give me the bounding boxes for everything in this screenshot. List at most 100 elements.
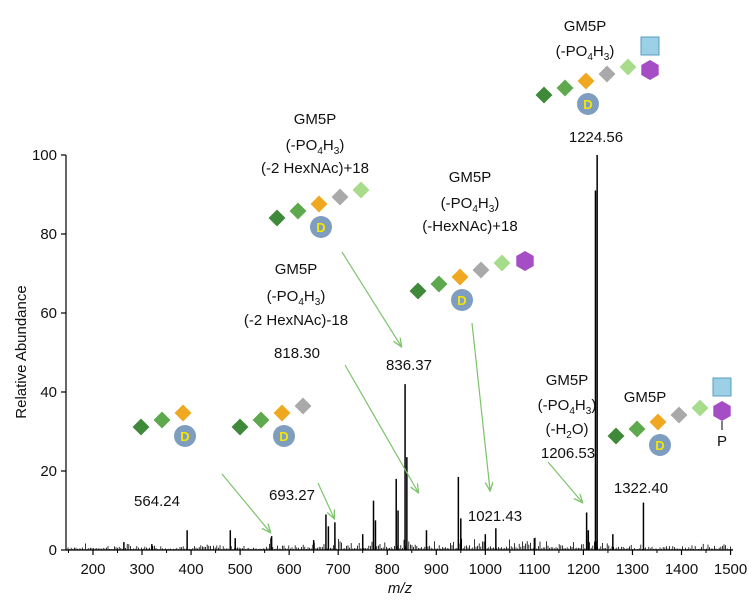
arrows bbox=[221, 251, 582, 532]
y-tick-label: 80 bbox=[40, 226, 57, 243]
y-tick-label: 40 bbox=[40, 384, 57, 401]
annotation-2hexnac-plus18: GM5P (-PO4H3) (-2 HexNAc)+18 bbox=[261, 111, 369, 177]
y-tick-label: 60 bbox=[40, 305, 57, 322]
peaks bbox=[123, 155, 645, 550]
peak-label-1224: 1224.56 bbox=[569, 129, 623, 146]
mannose-diamond bbox=[251, 410, 271, 430]
domain-letter: D bbox=[316, 220, 325, 235]
hexose-hexagon bbox=[713, 401, 731, 421]
svg-text:GM5P: GM5P bbox=[546, 372, 589, 389]
annotation-base-peak: GM5P (-PO4H3) bbox=[556, 18, 615, 63]
annotation-water-loss: GM5P (-PO4H3) (-H2O) bbox=[538, 372, 597, 441]
light-green-diamond bbox=[690, 398, 710, 418]
x-ticks: 200 300 400 500 600 700 800 900 1000 1100 1200 1300… bbox=[67, 550, 747, 578]
y-ticks: 0 20 40 60 80 100 bbox=[32, 147, 66, 559]
domain-letter: D bbox=[655, 438, 664, 453]
svg-text:(-H2O): (-H2O) bbox=[545, 421, 588, 441]
orange-diamond bbox=[272, 403, 292, 423]
x-tick-label: 1000 bbox=[469, 561, 502, 578]
annotation-hexnac-plus18: GM5P (-PO4H3) (-HexNAc)+18 bbox=[422, 169, 517, 235]
mannose-diamond bbox=[230, 417, 250, 437]
svg-text:(-PO4H3): (-PO4H3) bbox=[556, 43, 615, 63]
x-tick-label: 400 bbox=[179, 561, 204, 578]
svg-text:GM5P: GM5P bbox=[449, 169, 492, 186]
svg-text:(-HexNAc)+18: (-HexNAc)+18 bbox=[422, 218, 517, 235]
annotation-intact: GM5P bbox=[624, 389, 667, 406]
x-tick-label: 1300 bbox=[616, 561, 649, 578]
x-tick-label: 1100 bbox=[518, 561, 550, 578]
peak-label-836: 836.37 bbox=[386, 357, 432, 374]
svg-text:(-2 HexNAc)-18: (-2 HexNAc)-18 bbox=[244, 312, 348, 329]
x-tick-label: 1200 bbox=[567, 561, 600, 578]
y-tick-label: 20 bbox=[40, 463, 57, 480]
mannose-diamond bbox=[429, 274, 449, 294]
orange-diamond bbox=[173, 403, 193, 423]
light-green-diamond bbox=[492, 253, 512, 273]
svg-text:GM5P: GM5P bbox=[294, 111, 337, 128]
arrow-836 bbox=[341, 251, 401, 346]
x-tick-label: 800 bbox=[375, 561, 400, 578]
mannose-diamond bbox=[131, 417, 151, 437]
svg-text:(-PO4H3): (-PO4H3) bbox=[286, 137, 345, 157]
mannose-diamond bbox=[408, 281, 428, 301]
gray-diamond bbox=[597, 64, 617, 84]
peak-label-1322: 1322.40 bbox=[614, 480, 668, 497]
peak-label-1206: 1206.53 bbox=[541, 445, 595, 462]
mannose-diamond bbox=[288, 201, 308, 221]
x-tick-label: 1400 bbox=[665, 561, 698, 578]
svg-text:GM5P: GM5P bbox=[624, 389, 667, 406]
peak-label-818: 818.30 bbox=[274, 345, 320, 362]
arrow-564 bbox=[221, 473, 270, 532]
gray-diamond bbox=[669, 405, 689, 425]
svg-text:(-PO4H3): (-PO4H3) bbox=[441, 195, 500, 215]
domain-letter: D bbox=[457, 293, 466, 308]
orange-diamond bbox=[648, 412, 668, 432]
gray-diamond bbox=[330, 187, 350, 207]
svg-text:GM5P: GM5P bbox=[275, 261, 318, 278]
glycan-structures: D D D D D D P bbox=[131, 36, 732, 456]
x-tick-label: 1500 bbox=[714, 561, 747, 578]
arrow-1206 bbox=[547, 461, 582, 502]
gray-diamond bbox=[293, 396, 313, 416]
x-tick-label: 700 bbox=[326, 561, 351, 578]
svg-text:(-PO4H3): (-PO4H3) bbox=[538, 397, 597, 417]
svg-text:(-PO4H3): (-PO4H3) bbox=[267, 288, 326, 308]
domain-circle bbox=[451, 289, 473, 311]
baseline-noise bbox=[67, 537, 733, 550]
x-tick-label: 900 bbox=[424, 561, 449, 578]
domain-letter: D bbox=[180, 429, 189, 444]
arrow-1021 bbox=[471, 322, 490, 490]
hexnac-square bbox=[640, 36, 660, 56]
light-green-diamond bbox=[618, 57, 638, 77]
hexnac-square bbox=[712, 377, 732, 397]
arrow-818 bbox=[344, 364, 418, 492]
orange-diamond bbox=[576, 71, 596, 91]
peak-label-693: 693.27 bbox=[269, 487, 315, 504]
svg-text:(-2 HexNAc)+18: (-2 HexNAc)+18 bbox=[261, 160, 369, 177]
y-axis-label: Relative Abundance bbox=[13, 285, 30, 418]
orange-diamond bbox=[450, 267, 470, 287]
mannose-diamond bbox=[267, 208, 287, 228]
mannose-diamond bbox=[555, 78, 575, 98]
light-green-diamond bbox=[351, 180, 371, 200]
domain-letter: D bbox=[583, 97, 592, 112]
peak-label-564: 564.24 bbox=[134, 493, 180, 510]
mannose-diamond bbox=[627, 419, 647, 439]
x-tick-label: 500 bbox=[228, 561, 253, 578]
y-tick-label: 100 bbox=[32, 147, 57, 164]
orange-diamond bbox=[309, 194, 329, 214]
x-tick-label: 600 bbox=[277, 561, 302, 578]
domain-circle bbox=[577, 93, 599, 115]
domain-letter: D bbox=[279, 429, 288, 444]
phosphate-label: P bbox=[717, 433, 727, 450]
domain-circle bbox=[649, 434, 671, 456]
mannose-diamond bbox=[152, 410, 172, 430]
hexose-hexagon bbox=[516, 251, 534, 271]
x-axis-label: m/z bbox=[388, 580, 413, 597]
svg-text:GM5P: GM5P bbox=[564, 18, 607, 35]
mannose-diamond bbox=[534, 85, 554, 105]
domain-circle bbox=[273, 425, 295, 447]
arrow-693 bbox=[317, 482, 334, 518]
mannose-diamond bbox=[606, 426, 626, 446]
